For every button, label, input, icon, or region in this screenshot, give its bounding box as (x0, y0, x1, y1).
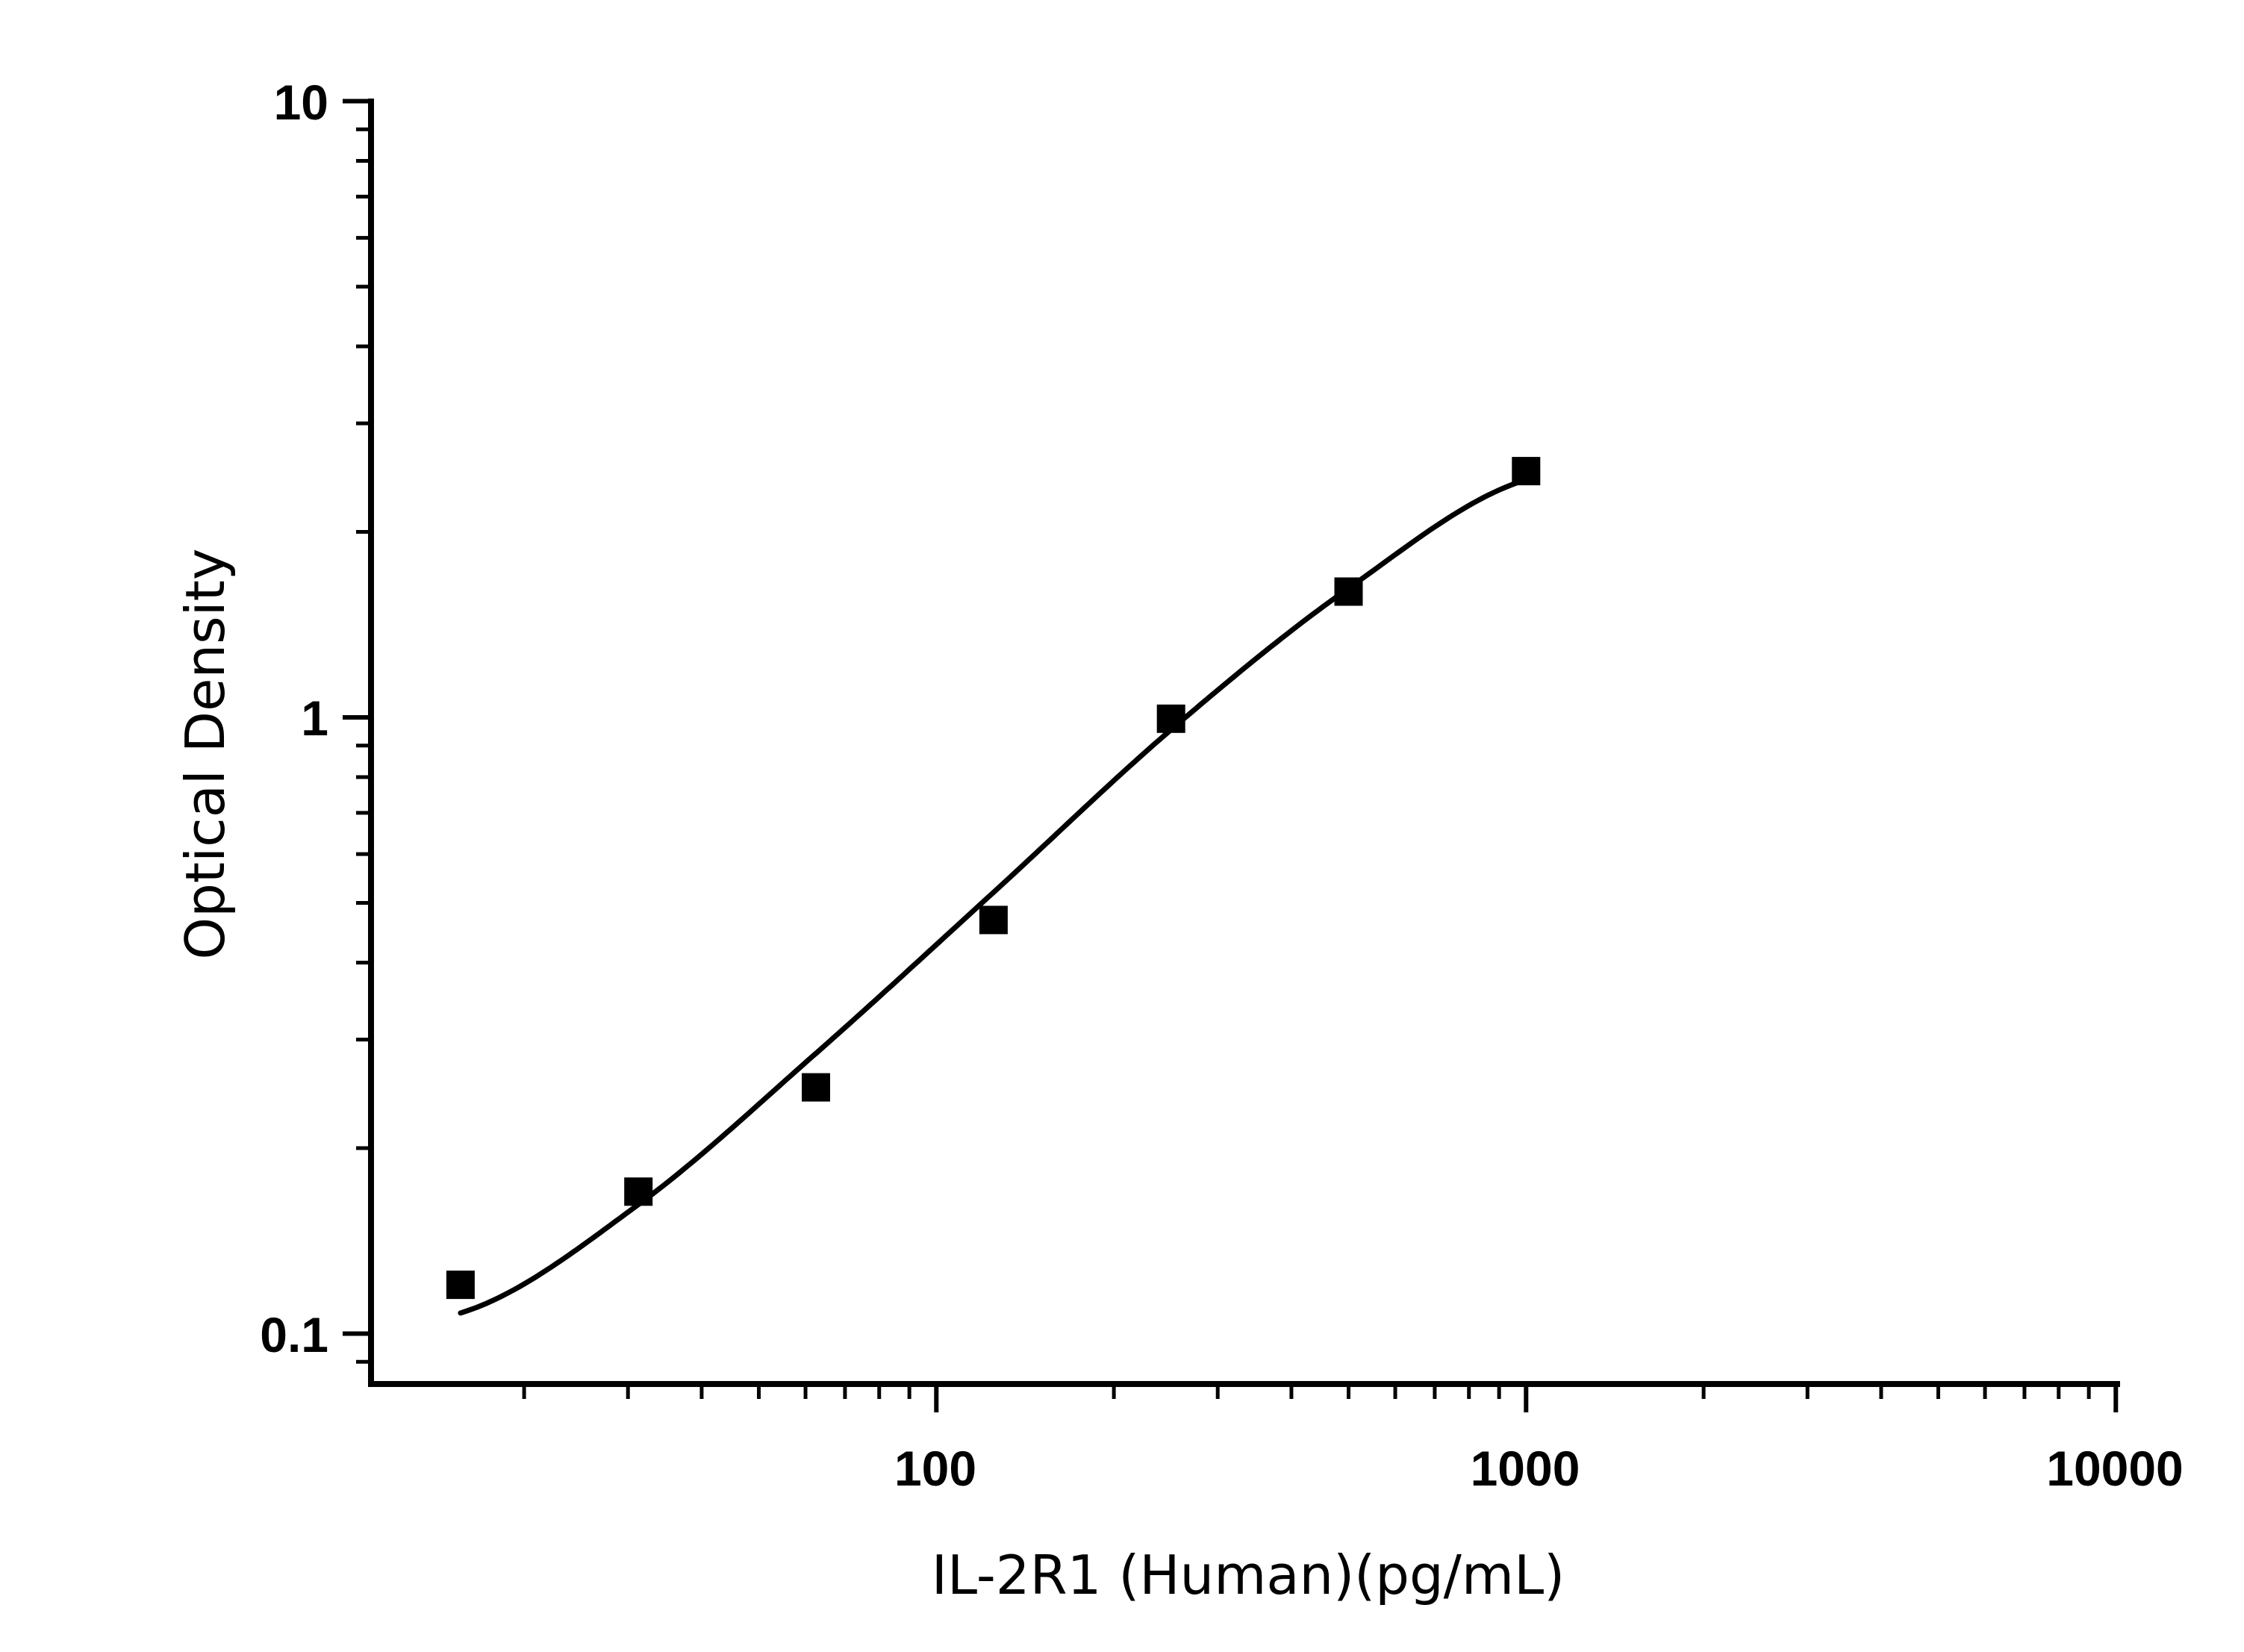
fit-curve (458, 477, 1529, 1316)
data-point-marker (1512, 457, 1541, 486)
data-point-marker (446, 1271, 475, 1300)
data-point-marker (1334, 577, 1363, 606)
y-tick-label-0-1: 0.1 (260, 1307, 328, 1362)
x-tick-label-1000: 1000 (1471, 1441, 1580, 1496)
data-point-marker (1156, 704, 1185, 733)
x-tick-label-100: 100 (894, 1441, 976, 1496)
x-axis-title: IL-2R1 (Human)(pg/mL) (932, 1544, 1565, 1606)
x-tick-label-10000: 10000 (2046, 1441, 2184, 1496)
data-point-marker (802, 1073, 830, 1102)
axes-frame (368, 99, 2120, 1387)
y-tick-label-1: 1 (301, 691, 328, 746)
data-point-marker (979, 906, 1008, 935)
data-point-marker (624, 1177, 653, 1206)
major-ticks (343, 99, 2119, 1412)
y-axis-title: Optical Density (174, 549, 237, 960)
data-markers (446, 457, 1541, 1300)
minor-ticks (356, 127, 2091, 1399)
y-tick-label-10: 10 (274, 75, 328, 130)
